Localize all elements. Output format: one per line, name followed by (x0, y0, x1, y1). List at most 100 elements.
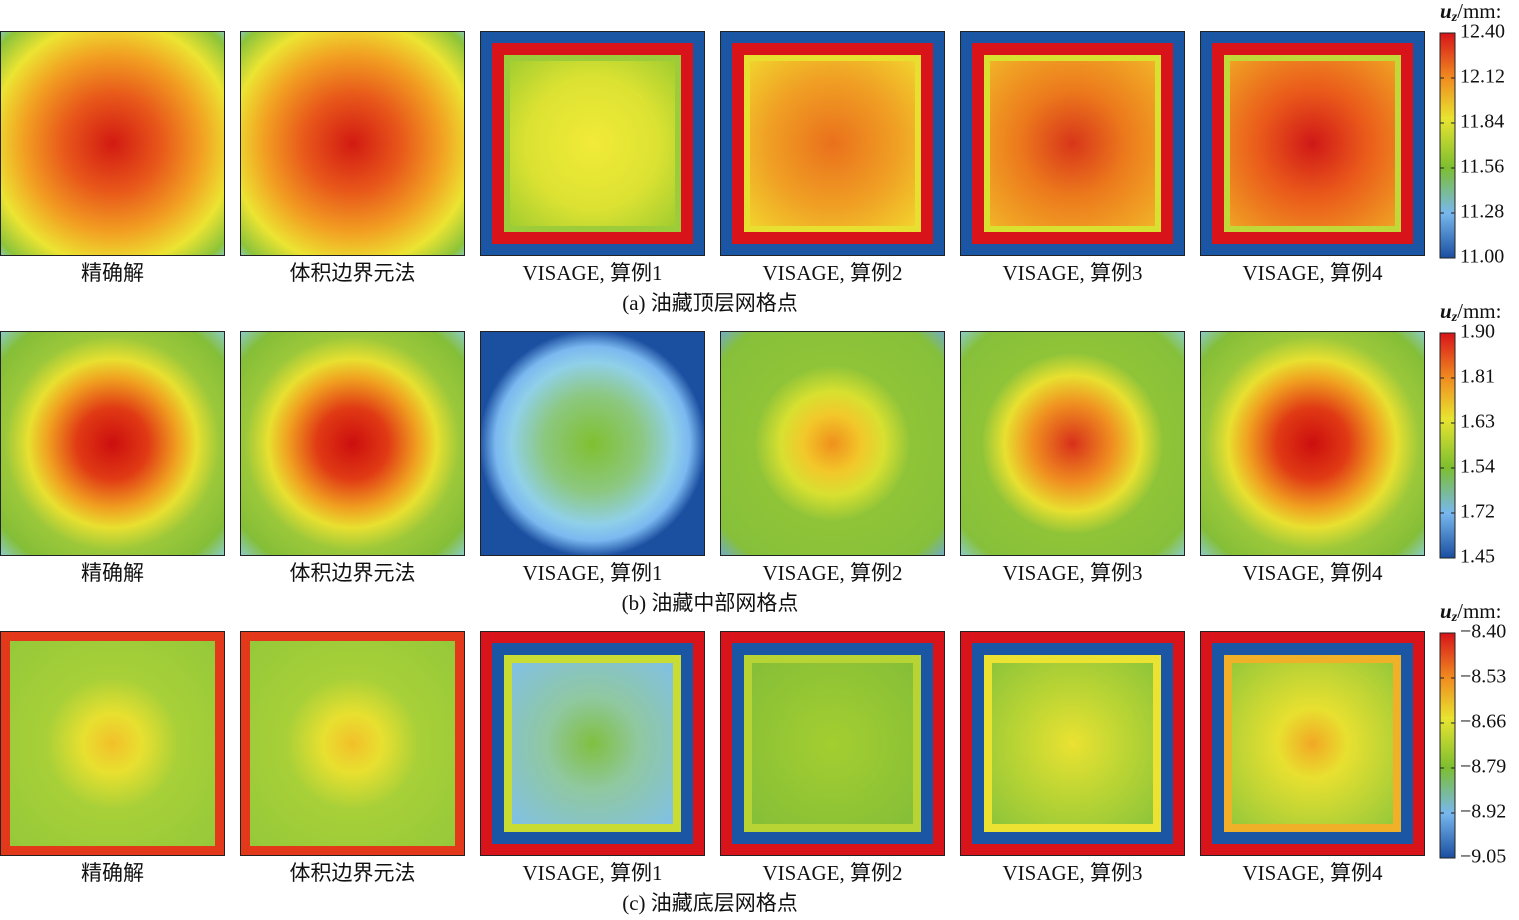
colorbar-title-part: /mm: (1457, 599, 1501, 623)
colorbar-tick-label: 11.56 (1460, 156, 1504, 178)
colorbar-tick-label: 1.63 (1460, 411, 1495, 433)
panel-border (480, 631, 705, 856)
panel-label: VISAGE, 算例2 (763, 561, 903, 585)
panel-border (720, 31, 945, 256)
panel-border (960, 331, 1185, 556)
panel-label: VISAGE, 算例2 (763, 861, 903, 885)
panel-border (480, 331, 705, 556)
colorbar-title-part: z (1451, 10, 1458, 25)
panel-border (1200, 31, 1425, 256)
colorbar-tick-label: 1.54 (1460, 456, 1495, 478)
panel-border (0, 331, 225, 556)
panel-border (720, 331, 945, 556)
colorbar-tick-label: −8.92 (1460, 801, 1506, 823)
heatmap (752, 663, 913, 824)
heatmap-panel (0, 31, 225, 256)
heatmap-panel (240, 631, 465, 856)
colorbar-tick-label: 11.84 (1460, 111, 1504, 133)
colorbar-tick-label: 1.72 (1460, 501, 1495, 523)
heatmap-panel (960, 31, 1185, 256)
heatmap (992, 663, 1153, 824)
colorbar-tick-label: −8.40 (1460, 621, 1506, 643)
colorbar-tick-label: 1.81 (1460, 366, 1495, 388)
panel-label: VISAGE, 算例2 (763, 261, 903, 285)
panel-border (960, 631, 1185, 856)
heatmap-panel (1200, 331, 1425, 556)
heatmap-panel (960, 631, 1185, 856)
panel-label: VISAGE, 算例1 (523, 261, 663, 285)
heatmap (1232, 663, 1393, 824)
heatmap-panel (240, 331, 465, 556)
heatmap (720, 331, 945, 556)
heatmap-panel (720, 631, 945, 856)
colorbar-tick-label: −8.79 (1460, 756, 1506, 778)
heatmap-panel (480, 31, 705, 256)
panel-border (240, 631, 465, 856)
colorbar-tick-label: −8.66 (1460, 711, 1506, 733)
row-caption: (a) 油藏顶层网格点 (622, 291, 798, 315)
panel-label: 体积边界元法 (290, 861, 416, 885)
panel-border (240, 331, 465, 556)
colorbar (1439, 332, 1456, 559)
heatmap-panel (720, 331, 945, 556)
heatmap-panel (960, 331, 1185, 556)
colorbar-tick-label: 12.40 (1460, 21, 1505, 43)
panel-border (480, 31, 705, 256)
panel-border (1200, 331, 1425, 556)
panel-label: VISAGE, 算例1 (523, 861, 663, 885)
panel-border (0, 631, 225, 856)
heatmap (1200, 331, 1425, 556)
heatmap (960, 331, 1185, 556)
panel-label: 精确解 (81, 261, 144, 285)
colorbar-tick-label: −8.53 (1460, 666, 1506, 688)
panel-label: VISAGE, 算例4 (1243, 861, 1383, 885)
colorbar-tick-label: 11.28 (1460, 201, 1504, 223)
panel-label: 精确解 (81, 861, 144, 885)
panel-label: 体积边界元法 (290, 561, 416, 585)
row-caption: (c) 油藏底层网格点 (622, 891, 798, 915)
heatmap (480, 331, 705, 556)
panel-border (1200, 631, 1425, 856)
panel-label: VISAGE, 算例3 (1003, 561, 1143, 585)
heatmap (250, 641, 455, 846)
colorbar-title-part: u (1440, 299, 1452, 323)
colorbar-tick-label: −9.05 (1460, 846, 1506, 868)
colorbar-title: uz/mm: (1440, 0, 1501, 25)
panel-label: 体积边界元法 (290, 261, 416, 285)
heatmap-panel (240, 31, 465, 256)
colorbar (1439, 632, 1456, 859)
heatmap-panel (0, 631, 225, 856)
colorbar-title-part: u (1440, 599, 1452, 623)
panel-label: VISAGE, 算例1 (523, 561, 663, 585)
heatmap (1230, 61, 1395, 226)
colorbar-title-part: /mm: (1457, 299, 1501, 323)
heatmap-panel (480, 631, 705, 856)
colorbar-tick-label: 12.12 (1460, 66, 1505, 88)
colorbar-title-part: /mm: (1457, 0, 1501, 23)
panel-label: VISAGE, 算例3 (1003, 861, 1143, 885)
heatmap-panel (720, 31, 945, 256)
heatmap-panel (1200, 31, 1425, 256)
heatmap (240, 31, 465, 256)
colorbar-tick-label: 1.90 (1460, 321, 1495, 343)
heatmap-panel (1200, 631, 1425, 856)
heatmap-panel (0, 331, 225, 556)
panel-border (720, 631, 945, 856)
colorbar-title: uz/mm: (1440, 599, 1501, 625)
panel-label: VISAGE, 算例3 (1003, 261, 1143, 285)
panel-label: VISAGE, 算例4 (1243, 261, 1383, 285)
heatmap (0, 31, 225, 256)
heatmap (512, 663, 673, 824)
colorbar-title-part: z (1451, 310, 1458, 325)
heatmap (750, 61, 915, 226)
heatmap (990, 61, 1155, 226)
colorbar-title-part: u (1440, 0, 1452, 23)
panel-border (0, 31, 225, 256)
colorbar-title: uz/mm: (1440, 299, 1501, 325)
panel-border (960, 31, 1185, 256)
colorbar-tick-label: 1.45 (1460, 546, 1495, 568)
row-caption: (b) 油藏中部网格点 (622, 591, 799, 615)
panel-label: 精确解 (81, 561, 144, 585)
panel-label: VISAGE, 算例4 (1243, 561, 1383, 585)
